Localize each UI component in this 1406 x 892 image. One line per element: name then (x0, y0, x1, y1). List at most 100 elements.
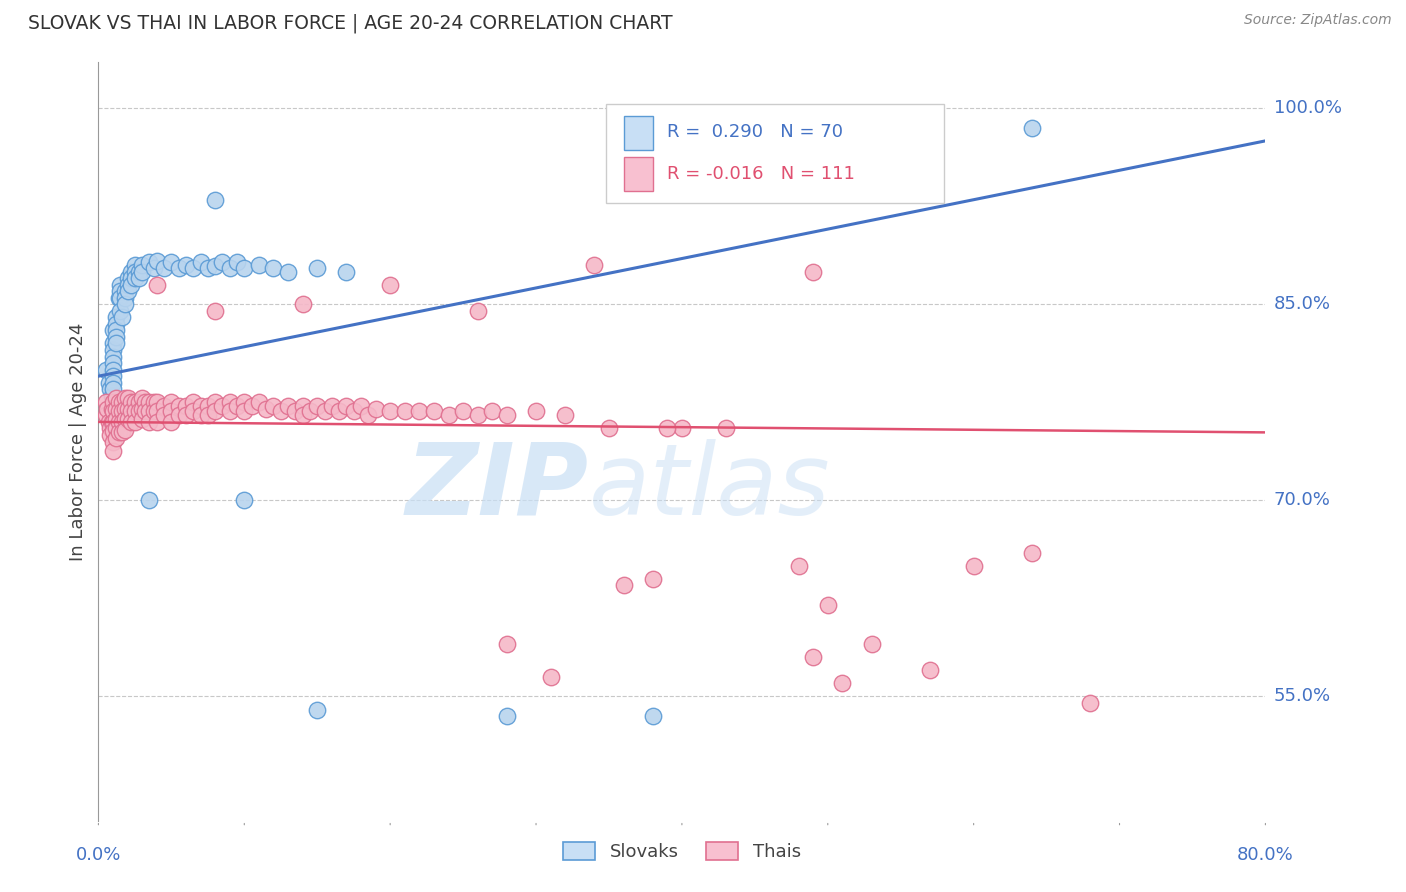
Point (451, 404, 474, 418)
Point (233, 493, 256, 508)
Point (138, 415, 160, 429)
Point (108, 291, 131, 305)
Point (204, 395, 226, 409)
Point (254, 401, 277, 416)
Text: R = -0.016   N = 111: R = -0.016 N = 111 (666, 165, 855, 183)
Point (277, 264, 299, 278)
Point (307, 702, 329, 716)
Point (467, 409, 489, 423)
Text: 70.0%: 70.0% (1274, 491, 1330, 509)
Point (174, 409, 197, 423)
Point (114, 291, 136, 305)
Point (120, 271, 142, 285)
Point (104, 412, 127, 426)
Point (204, 303, 226, 318)
Point (298, 404, 321, 418)
Point (104, 323, 127, 337)
Point (335, 399, 357, 413)
Point (787, 558, 810, 573)
Point (540, 670, 562, 684)
Point (117, 271, 139, 285)
Point (190, 399, 212, 413)
Point (138, 493, 160, 508)
Point (284, 404, 307, 418)
Point (962, 558, 984, 573)
Point (262, 399, 284, 413)
Point (211, 399, 233, 413)
Point (111, 415, 134, 429)
Point (291, 399, 314, 413)
Point (108, 415, 131, 429)
Text: 85.0%: 85.0% (1274, 295, 1330, 313)
Point (124, 415, 146, 429)
Point (918, 663, 941, 677)
Bar (624, 157, 652, 191)
Y-axis label: In Labor Force | Age 20-24: In Labor Force | Age 20-24 (69, 322, 87, 561)
Point (114, 423, 136, 437)
Point (801, 264, 824, 278)
Point (496, 637, 519, 651)
Point (97, 415, 120, 429)
Point (291, 297, 314, 311)
Point (160, 415, 183, 429)
Point (226, 399, 249, 413)
Point (104, 421, 127, 435)
Point (817, 598, 839, 612)
Point (380, 404, 402, 418)
Point (357, 409, 380, 423)
Point (101, 362, 124, 376)
FancyBboxPatch shape (606, 104, 945, 202)
Point (190, 409, 212, 423)
Point (277, 399, 299, 413)
Point (117, 412, 139, 426)
Text: R =  0.290   N = 70: R = 0.290 N = 70 (666, 123, 842, 141)
Point (101, 443, 124, 458)
Point (343, 404, 366, 418)
Point (204, 404, 226, 418)
Point (408, 404, 430, 418)
Point (247, 395, 270, 409)
Point (110, 284, 132, 298)
Point (94, 395, 117, 409)
Point (321, 399, 343, 413)
Point (134, 395, 156, 409)
Point (128, 264, 150, 278)
Point (270, 404, 292, 418)
Point (117, 401, 139, 416)
Point (167, 399, 190, 413)
Point (226, 255, 249, 269)
Point (146, 395, 169, 409)
Text: 0.0%: 0.0% (76, 846, 121, 863)
Point (101, 323, 124, 337)
Point (131, 264, 153, 278)
Point (101, 404, 124, 418)
Point (111, 395, 134, 409)
Point (291, 409, 314, 423)
Point (138, 395, 160, 409)
Point (583, 258, 606, 272)
Point (218, 395, 240, 409)
Point (350, 399, 373, 413)
Point (218, 260, 240, 275)
Text: atlas: atlas (589, 439, 830, 535)
Point (146, 254, 169, 268)
Point (124, 264, 146, 278)
Point (101, 376, 124, 390)
Legend: Slovaks, Thais: Slovaks, Thais (555, 835, 808, 869)
Point (120, 277, 142, 292)
Point (153, 409, 176, 423)
Point (860, 637, 883, 651)
Point (110, 291, 132, 305)
Point (335, 264, 357, 278)
Point (101, 369, 124, 384)
Point (114, 284, 136, 298)
Point (131, 258, 153, 272)
Point (101, 434, 124, 449)
Point (146, 415, 169, 429)
Point (124, 395, 146, 409)
Point (467, 303, 489, 318)
Point (114, 297, 136, 311)
Point (146, 277, 169, 292)
Point (671, 421, 693, 435)
Point (114, 412, 136, 426)
